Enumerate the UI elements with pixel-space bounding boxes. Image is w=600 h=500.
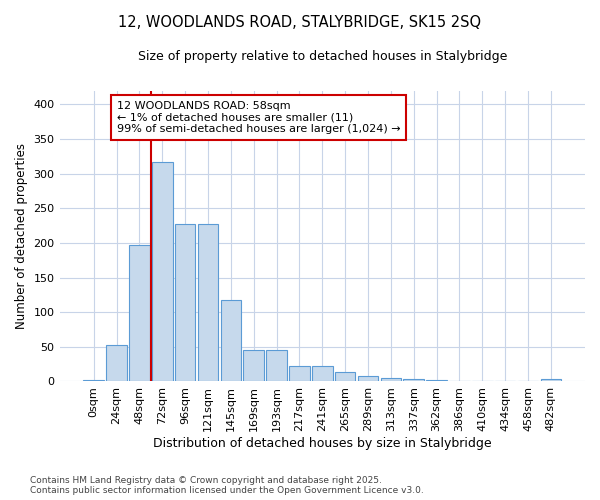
Bar (106, 346, 127, 382)
Bar (335, 372, 355, 382)
Bar (358, 376, 378, 382)
X-axis label: Distribution of detached houses by size in Stalybridge: Distribution of detached houses by size … (153, 437, 491, 450)
Bar (289, 366, 310, 382)
Title: Size of property relative to detached houses in Stalybridge: Size of property relative to detached ho… (137, 50, 507, 63)
Bar (472, 381, 493, 382)
Text: Contains HM Land Registry data © Crown copyright and database right 2025.
Contai: Contains HM Land Registry data © Crown c… (30, 476, 424, 495)
Bar (541, 380, 561, 382)
Bar (198, 224, 218, 382)
Bar (221, 300, 241, 382)
Text: 12, WOODLANDS ROAD, STALYBRIDGE, SK15 2SQ: 12, WOODLANDS ROAD, STALYBRIDGE, SK15 2S… (118, 15, 482, 30)
Bar (175, 224, 196, 382)
Bar (83, 380, 104, 382)
Bar (449, 381, 470, 382)
Bar (380, 378, 401, 382)
Y-axis label: Number of detached properties: Number of detached properties (15, 143, 28, 329)
Bar (244, 350, 264, 382)
Bar (152, 162, 173, 382)
Text: 12 WOODLANDS ROAD: 58sqm
← 1% of detached houses are smaller (11)
99% of semi-de: 12 WOODLANDS ROAD: 58sqm ← 1% of detache… (116, 101, 400, 134)
Bar (129, 245, 150, 382)
Bar (312, 366, 332, 382)
Bar (403, 378, 424, 382)
Bar (266, 350, 287, 382)
Bar (495, 381, 515, 382)
Bar (426, 380, 447, 382)
